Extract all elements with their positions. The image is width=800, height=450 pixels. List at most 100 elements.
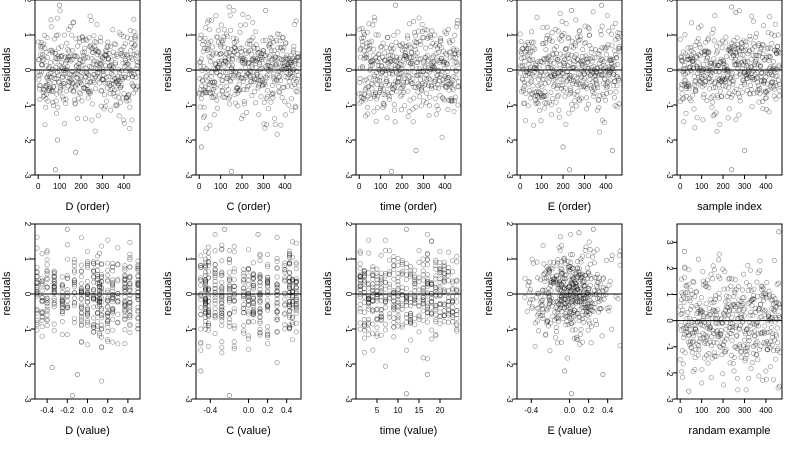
- data-point: [71, 19, 77, 25]
- data-point: [54, 15, 60, 21]
- data-point: [265, 62, 271, 68]
- data-point: [723, 34, 729, 40]
- y-tick-label: -2: [344, 360, 353, 368]
- data-point: [35, 73, 41, 79]
- data-point: [89, 117, 95, 123]
- data-point: [557, 247, 563, 253]
- data-point: [248, 79, 254, 85]
- data-point: [63, 88, 69, 94]
- data-point: [126, 92, 132, 98]
- data-point: [94, 22, 100, 28]
- data-point: [251, 79, 257, 85]
- data-point: [209, 90, 215, 96]
- data-point: [256, 81, 262, 87]
- data-point: [119, 52, 125, 58]
- data-point: [107, 62, 113, 68]
- data-point: [38, 39, 44, 45]
- data-point: [226, 96, 232, 102]
- data-point: [202, 46, 208, 52]
- data-point: [253, 100, 259, 106]
- data-point: [215, 27, 221, 33]
- data-point: [427, 94, 433, 100]
- outlier-point: [729, 4, 735, 10]
- data-point: [260, 38, 266, 44]
- data-point: [739, 89, 745, 95]
- outlier-point: [198, 144, 204, 150]
- data-point: [87, 13, 93, 19]
- data-point: [229, 66, 235, 72]
- data-point: [130, 83, 136, 89]
- data-point: [78, 262, 84, 268]
- data-point: [370, 321, 376, 327]
- data-point: [122, 75, 128, 81]
- data-point: [56, 55, 62, 61]
- data-point: [408, 296, 414, 302]
- data-point: [224, 92, 230, 98]
- data-point: [557, 10, 563, 16]
- data-point: [40, 57, 46, 63]
- data-point: [124, 52, 130, 58]
- x-axis-label: C (value): [226, 425, 271, 437]
- data-point: [239, 57, 245, 63]
- data-point: [85, 249, 91, 255]
- data-point: [246, 247, 252, 253]
- x-tick-label: -0.2: [60, 406, 74, 415]
- data-point: [274, 288, 280, 294]
- y-tick-label: 2: [344, 222, 353, 227]
- data-point: [98, 103, 104, 109]
- data-point: [231, 306, 237, 312]
- data-point: [609, 252, 615, 258]
- data-point: [570, 303, 576, 309]
- data-point: [209, 17, 215, 23]
- data-point: [86, 89, 92, 95]
- data-point: [117, 47, 123, 53]
- data-point: [53, 110, 59, 116]
- data-point: [72, 84, 78, 90]
- data-point: [73, 64, 79, 70]
- data-point: [265, 106, 271, 112]
- data-point: [39, 62, 45, 68]
- outlier-point: [560, 144, 566, 150]
- data-point: [103, 48, 109, 54]
- data-point: [81, 85, 87, 91]
- data-point: [419, 21, 425, 27]
- data-point: [66, 26, 72, 32]
- data-point: [227, 12, 233, 18]
- data-point: [529, 305, 535, 311]
- data-point: [558, 339, 564, 345]
- data-point: [617, 30, 623, 36]
- data-point: [60, 96, 66, 102]
- data-point: [266, 43, 272, 49]
- data-point: [67, 80, 73, 86]
- data-point: [527, 88, 533, 94]
- data-point: [123, 95, 129, 101]
- data-point: [553, 324, 559, 330]
- data-point: [683, 320, 689, 326]
- data-point: [268, 64, 274, 70]
- data-point: [740, 271, 746, 277]
- data-point: [72, 71, 78, 77]
- data-point: [73, 53, 79, 59]
- data-point: [274, 360, 280, 366]
- data-point: [416, 259, 422, 265]
- data-point: [391, 315, 397, 321]
- data-point: [77, 69, 83, 75]
- data-point: [100, 77, 106, 83]
- data-point: [603, 85, 609, 91]
- data-point: [241, 61, 247, 67]
- data-point: [366, 332, 372, 338]
- data-point: [231, 243, 237, 249]
- data-point: [131, 90, 137, 96]
- data-point: [540, 243, 546, 249]
- data-point: [246, 59, 252, 65]
- data-point: [71, 89, 77, 95]
- data-point: [393, 39, 399, 45]
- data-point: [445, 26, 451, 32]
- x-axis-label: time (value): [380, 425, 437, 437]
- data-point: [90, 75, 96, 81]
- outlier-point: [228, 169, 234, 175]
- data-point: [364, 104, 370, 110]
- data-point: [408, 300, 414, 306]
- data-point: [378, 270, 384, 276]
- data-point: [433, 289, 439, 295]
